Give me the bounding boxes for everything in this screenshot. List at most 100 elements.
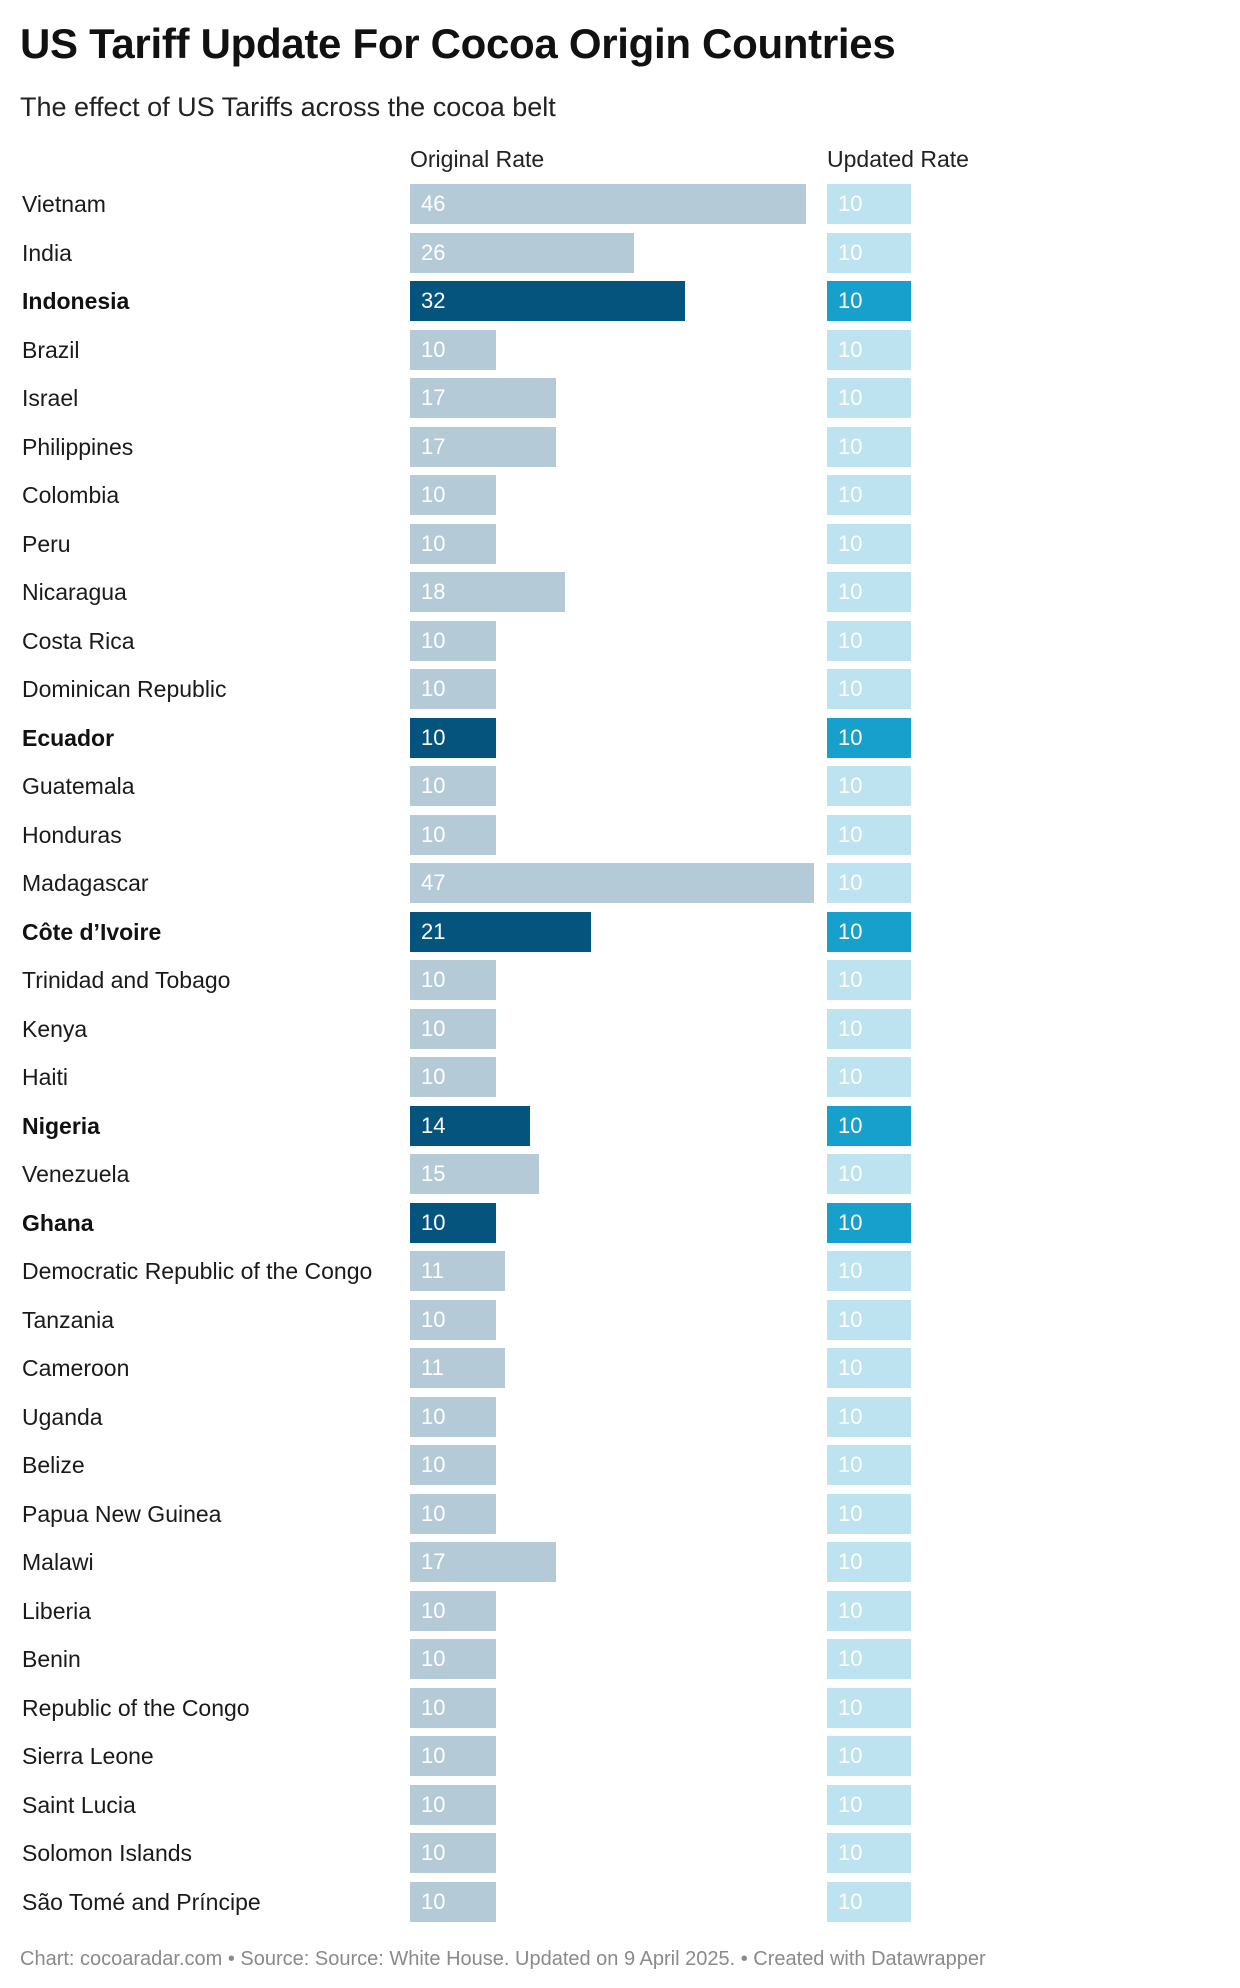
country-label: Benin — [22, 1646, 81, 1672]
original-rate-value: 47 — [421, 870, 446, 895]
original-rate-bar: 26 — [410, 232, 634, 273]
original-rate-bar: 10 — [410, 717, 496, 758]
original-rate-value: 10 — [421, 1888, 446, 1914]
updated-rate-value: 10 — [838, 1452, 863, 1477]
updated-rate-bar: 10 — [827, 1590, 911, 1631]
updated-rate-bar: 10 — [827, 717, 911, 758]
country-label: Philippines — [22, 433, 134, 460]
original-rate-bar: 10 — [410, 1687, 496, 1728]
country-label: Democratic Republic of the Congo — [22, 1258, 373, 1284]
original-rate-value: 10 — [421, 676, 446, 701]
original-rate-value: 17 — [421, 385, 446, 410]
table-row: Benin 10 10 — [0, 1635, 1240, 1683]
table-row: Honduras 10 10 — [0, 811, 1240, 859]
table-row: Nigeria 14 10 — [0, 1102, 1240, 1150]
original-rate-value: 10 — [421, 1840, 446, 1865]
updated-rate-value: 10 — [838, 676, 863, 701]
original-rate-value: 10 — [421, 1403, 446, 1429]
original-rate-bar: 11 — [410, 1251, 505, 1291]
original-rate-bar: 21 — [410, 911, 591, 952]
original-rate-value: 21 — [421, 918, 446, 944]
table-row: Liberia 10 10 — [0, 1587, 1240, 1635]
country-label: Tanzania — [22, 1306, 115, 1333]
updated-rate-bar: 10 — [827, 281, 911, 321]
updated-rate-value: 10 — [838, 1355, 863, 1380]
table-row: Democratic Republic of the Congo 11 10 — [0, 1247, 1240, 1295]
table-row: India 26 10 — [0, 229, 1240, 277]
table-row: Philippines 17 10 — [0, 423, 1240, 471]
updated-rate-value: 10 — [838, 530, 863, 556]
original-rate-bar: 15 — [410, 1154, 539, 1194]
original-rate-value: 46 — [421, 191, 446, 216]
table-row: Cameroon 11 10 — [0, 1344, 1240, 1392]
table-row: Ecuador 10 10 — [0, 714, 1240, 762]
original-rate-bar: 10 — [410, 1493, 496, 1534]
table-row: Belize 10 10 — [0, 1441, 1240, 1489]
original-rate-value: 10 — [421, 1452, 446, 1477]
updated-rate-bar: 10 — [827, 863, 911, 903]
original-rate-bar: 18 — [410, 572, 565, 612]
updated-rate-value: 10 — [838, 433, 863, 459]
original-rate-value: 10 — [421, 821, 446, 847]
updated-rate-value: 10 — [838, 1500, 863, 1526]
updated-rate-bar: 10 — [827, 1493, 911, 1534]
original-rate-value: 15 — [421, 1161, 446, 1186]
original-rate-bar: 32 — [410, 281, 685, 321]
original-rate-value: 18 — [421, 579, 446, 604]
updated-rate-value: 10 — [838, 1549, 863, 1574]
table-row: Uganda 10 10 — [0, 1393, 1240, 1441]
table-row: Ghana 10 10 — [0, 1199, 1240, 1247]
original-rate-bar: 10 — [410, 1299, 496, 1340]
original-rate-bar: 10 — [410, 1396, 496, 1437]
updated-rate-value: 10 — [838, 1888, 863, 1914]
updated-rate-bar: 10 — [827, 378, 911, 418]
country-label: Liberia — [22, 1597, 92, 1624]
updated-rate-bar: 10 — [827, 1784, 911, 1825]
country-label: Honduras — [22, 821, 122, 848]
table-row: Malawi 17 10 — [0, 1538, 1240, 1586]
table-row: Guatemala 10 10 — [0, 762, 1240, 810]
original-rate-value: 10 — [421, 1015, 446, 1041]
original-rate-bar: 10 — [410, 1784, 496, 1825]
updated-rate-bar: 10 — [827, 814, 911, 855]
updated-rate-value: 10 — [838, 385, 863, 410]
updated-rate-bar: 10 — [827, 232, 911, 273]
country-label: Vietnam — [22, 191, 106, 217]
updated-rate-value: 10 — [838, 1791, 863, 1817]
updated-rate-value: 10 — [838, 724, 863, 750]
table-row: Papua New Guinea 10 10 — [0, 1490, 1240, 1538]
original-rate-bar: 10 — [410, 814, 496, 855]
country-label: Israel — [22, 385, 79, 411]
original-rate-bar: 10 — [410, 1639, 496, 1679]
updated-rate-bar: 10 — [827, 1202, 911, 1243]
country-label: Papua New Guinea — [22, 1500, 222, 1527]
country-label: Trinidad and Tobago — [22, 967, 231, 993]
table-row: Solomon Islands 10 10 — [0, 1829, 1240, 1877]
updated-rate-value: 10 — [838, 1597, 863, 1623]
original-rate-value: 17 — [421, 433, 446, 459]
country-label: Côte d’Ivoire — [22, 918, 162, 945]
updated-rate-bar: 10 — [827, 523, 911, 564]
country-label: Dominican Republic — [22, 676, 227, 702]
original-rate-value: 10 — [421, 967, 446, 992]
original-rate-bar: 10 — [410, 960, 496, 1000]
updated-rate-bar: 10 — [827, 1833, 911, 1873]
column-header-original-rate: Original Rate — [410, 146, 545, 172]
original-rate-value: 32 — [421, 288, 446, 313]
original-rate-bar: 10 — [410, 1590, 496, 1631]
updated-rate-value: 10 — [838, 870, 863, 895]
original-rate-bar: 17 — [410, 1542, 556, 1582]
table-row: Tanzania 10 10 — [0, 1296, 1240, 1344]
updated-rate-value: 10 — [838, 336, 863, 362]
original-rate-value: 11 — [421, 1355, 444, 1380]
updated-rate-bar: 10 — [827, 1881, 911, 1922]
original-rate-value: 26 — [421, 239, 446, 265]
country-label: Brazil — [22, 336, 80, 363]
country-label: Colombia — [22, 482, 120, 508]
table-row: Peru 10 10 — [0, 520, 1240, 568]
updated-rate-value: 10 — [838, 967, 863, 992]
updated-rate-bar: 10 — [827, 1348, 911, 1388]
original-rate-value: 10 — [421, 724, 446, 750]
original-rate-bar: 11 — [410, 1348, 505, 1388]
